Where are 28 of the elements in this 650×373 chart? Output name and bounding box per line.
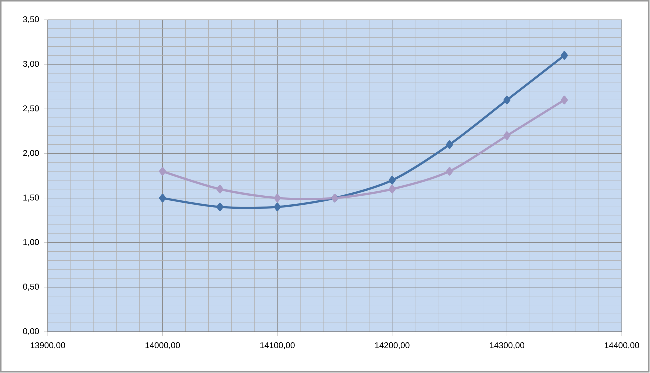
point bbox=[446, 140, 454, 150]
point bbox=[274, 194, 282, 203]
y-tick-label: 2,50 bbox=[23, 106, 40, 113]
point bbox=[388, 185, 396, 194]
point bbox=[561, 51, 568, 60]
y-tick-label: 0,50 bbox=[23, 284, 40, 291]
point bbox=[216, 185, 224, 194]
y-tick-label: 1,50 bbox=[24, 194, 40, 202]
point bbox=[446, 167, 454, 176]
point bbox=[504, 132, 511, 140]
x-tick-label: 14000,00 bbox=[146, 342, 180, 350]
y-tick-label: 1,00 bbox=[24, 239, 40, 246]
y-tick-label: 2,00 bbox=[23, 150, 40, 158]
point bbox=[561, 96, 568, 105]
point bbox=[159, 167, 166, 176]
y-tick-label: 0,00 bbox=[23, 328, 40, 336]
y-tick-label: 3,50 bbox=[23, 16, 40, 24]
x-tick-label: 14400,00 bbox=[604, 342, 640, 350]
y-tick-label: 3,00 bbox=[23, 61, 40, 68]
x-tick-label: 14200,00 bbox=[375, 342, 410, 350]
x-tick-label: 14300,00 bbox=[490, 342, 525, 350]
point bbox=[159, 194, 166, 203]
x-tick-label: 14100,00 bbox=[260, 342, 295, 350]
point bbox=[274, 202, 282, 212]
point bbox=[388, 176, 396, 185]
x-tick-label: 13900,00 bbox=[30, 342, 66, 350]
point bbox=[504, 96, 511, 105]
point bbox=[216, 202, 224, 212]
